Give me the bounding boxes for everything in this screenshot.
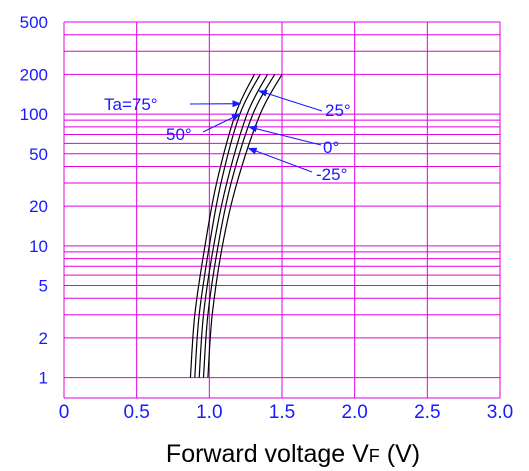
- y-tick-label: 20: [29, 197, 48, 216]
- annotation-label: 25°: [325, 101, 351, 120]
- annotation-label: Ta=75°: [104, 95, 158, 114]
- series-curve: [198, 74, 269, 378]
- annotation-label: 50°: [166, 125, 192, 144]
- y-tick-label: 1: [39, 369, 48, 388]
- y-tick-label: 200: [20, 65, 48, 84]
- curves: [189, 74, 283, 378]
- series-curve: [207, 74, 283, 378]
- y-tick-label: 5: [39, 277, 48, 296]
- x-tick-label: 1.5: [269, 402, 295, 423]
- x-tick-labels: 0 0.5 1.0 1.5 2.0 2.5 3.0: [59, 402, 514, 423]
- annotation-arrow: [202, 113, 241, 133]
- series-curve: [189, 74, 255, 378]
- y-tick-label: 10: [29, 237, 48, 256]
- x-axis-label-unit: (V): [380, 440, 420, 468]
- x-tick-label: 0: [59, 402, 70, 423]
- x-axis-label-main: Forward voltage V: [166, 440, 369, 468]
- annotation-label: -25°: [316, 165, 347, 184]
- annotation-arrow: [247, 147, 313, 173]
- y-tick-label: 500: [20, 13, 48, 32]
- annotation-arrow: [247, 125, 322, 146]
- grid: [63, 21, 501, 399]
- x-tick-label: 3.0: [487, 402, 513, 423]
- annotations: Ta=75° 50° 25° 0° -25°: [104, 89, 351, 184]
- annotation-label: 0°: [323, 138, 339, 157]
- x-axis-label-subscript: F: [369, 446, 380, 466]
- series-curve: [194, 74, 261, 378]
- y-tick-labels: 1 2 5 10 20 50 100 200 500: [20, 13, 48, 388]
- x-axis-label: Forward voltage VF (V): [166, 440, 420, 468]
- y-tick-label: 100: [20, 105, 48, 124]
- y-tick-label: 2: [39, 329, 48, 348]
- y-tick-label: 50: [29, 145, 48, 164]
- x-tick-label: 2.5: [414, 402, 440, 423]
- x-tick-label: 2.0: [341, 402, 367, 423]
- annotation-arrow: [258, 89, 323, 112]
- x-tick-label: 1.0: [196, 402, 222, 423]
- series-curve: [202, 74, 276, 378]
- x-tick-label: 0.5: [123, 402, 149, 423]
